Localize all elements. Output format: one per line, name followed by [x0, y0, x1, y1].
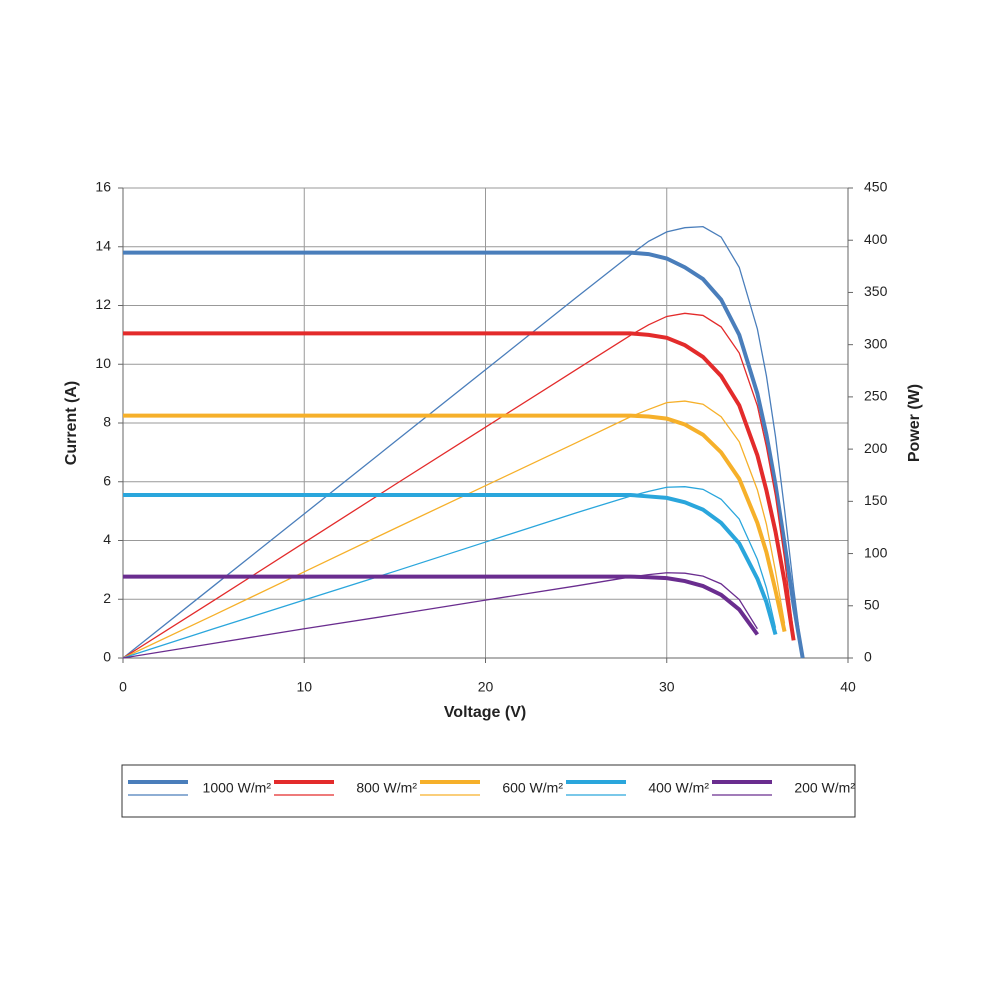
power-line	[122, 312, 795, 659]
x-tick-label: 0	[119, 679, 127, 695]
current-line	[123, 413, 787, 632]
legend-label: 200 W/m²	[794, 780, 855, 796]
y2-axis-label: Power (W)	[906, 384, 923, 462]
y2-tick-label: 200	[864, 440, 888, 456]
y-tick-label: 2	[103, 590, 111, 606]
y-tick-label: 6	[103, 472, 111, 488]
y2-tick-label: 350	[864, 283, 888, 299]
y2-tick-label: 150	[864, 492, 888, 508]
current-line	[123, 250, 805, 659]
current-line	[123, 574, 759, 636]
x-tick-label: 10	[296, 679, 312, 695]
y-tick-label: 14	[95, 237, 111, 253]
power-line	[122, 572, 758, 659]
power-line	[122, 486, 777, 659]
y-tick-label: 0	[103, 649, 111, 665]
y-axis-label: Current (A)	[63, 381, 80, 465]
x-tick-label: 20	[478, 679, 494, 695]
legend-box	[121, 764, 856, 818]
power-line	[122, 225, 804, 659]
legend-label: 600 W/m²	[502, 780, 563, 796]
y-tick-label: 12	[95, 296, 111, 312]
y2-tick-label: 250	[864, 388, 888, 404]
y-tick-label: 16	[95, 179, 111, 195]
y2-tick-label: 300	[864, 335, 888, 351]
y2-tick-label: 450	[864, 179, 888, 195]
y2-tick-label: 400	[864, 231, 888, 247]
x-tick-label: 30	[659, 679, 675, 695]
y2-tick-label: 0	[864, 649, 872, 665]
y-tick-label: 8	[103, 414, 111, 430]
legend-label: 400 W/m²	[648, 780, 709, 796]
y2-tick-label: 100	[864, 544, 888, 560]
legend-label: 800 W/m²	[356, 780, 417, 796]
current-line	[123, 492, 778, 636]
x-tick-label: 40	[840, 679, 856, 695]
x-axis-label: Voltage (V)	[444, 704, 526, 721]
y-tick-label: 4	[103, 531, 111, 547]
power-line	[122, 400, 786, 659]
current-line	[123, 331, 796, 641]
y-tick-label: 10	[95, 355, 111, 371]
y2-tick-label: 50	[864, 596, 880, 612]
legend-label: 1000 W/m²	[203, 780, 272, 796]
